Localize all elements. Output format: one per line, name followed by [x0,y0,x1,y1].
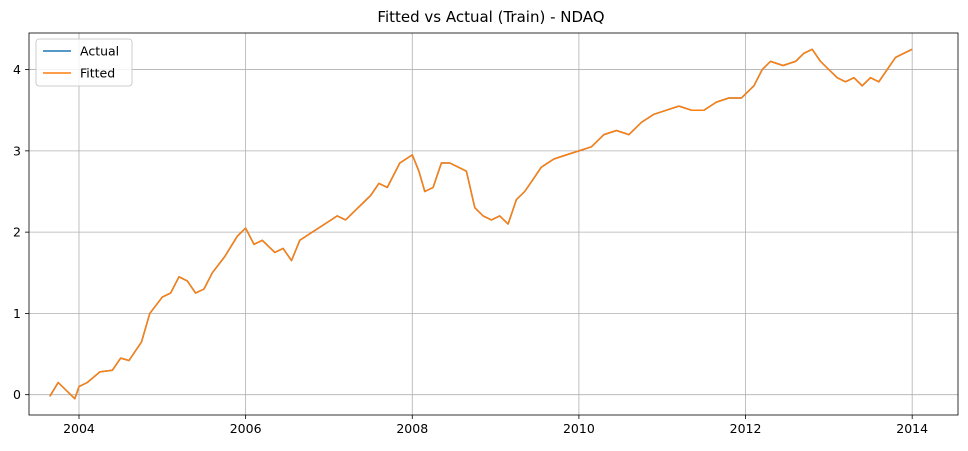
legend-label-actual: Actual [80,44,119,59]
y-tick-label: 4 [13,62,21,77]
y-tick-label: 1 [13,306,21,321]
y-axis: 0 1 2 3 4 [13,62,29,402]
y-tick-label: 0 [13,387,21,402]
chart-title: Fitted vs Actual (Train) - NDAQ [377,8,604,26]
series-line-fitted [49,48,913,400]
x-tick-label: 2012 [730,421,762,436]
x-axis: 2004 2006 2008 2010 2012 2014 [63,415,928,436]
series-layer [49,48,913,400]
x-tick-label: 2006 [230,421,262,436]
x-tick-label: 2004 [63,421,95,436]
grid-lines [29,33,958,415]
x-tick-label: 2010 [563,421,595,436]
legend-label-fitted: Fitted [80,66,115,81]
plot-frame [28,32,959,416]
y-tick-label: 3 [13,143,21,158]
x-tick-label: 2008 [396,421,428,436]
x-tick-label: 2014 [896,421,928,436]
series-line-actual [49,48,913,400]
y-tick-label: 2 [13,225,21,240]
legend: Actual Fitted [35,38,133,87]
